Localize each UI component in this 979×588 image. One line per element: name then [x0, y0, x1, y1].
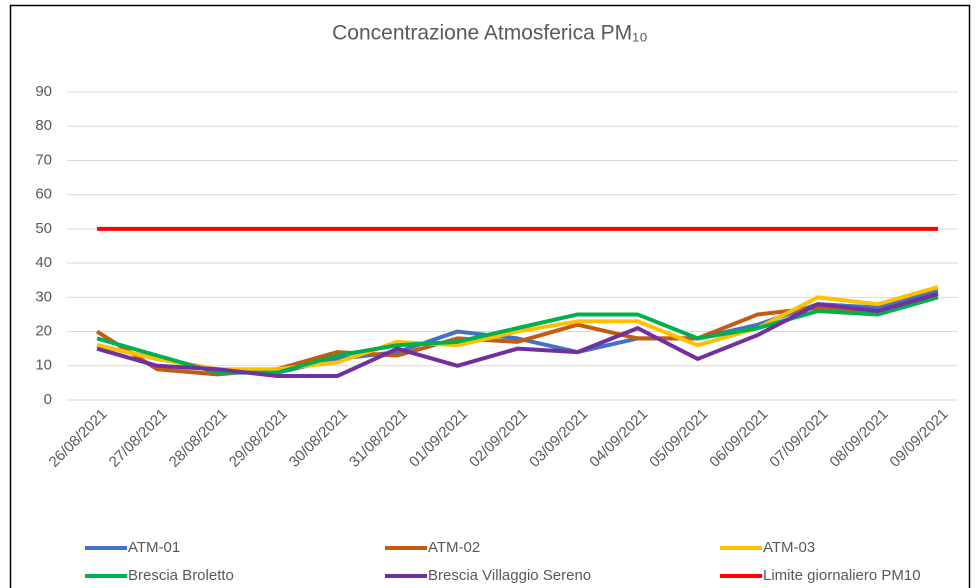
y-tick-label: 0 [44, 391, 52, 408]
y-tick-label: 30 [35, 288, 52, 305]
y-tick-label: 50 [35, 220, 52, 237]
legend-label: ATM-02 [428, 539, 480, 556]
y-tick-label: 70 [35, 151, 52, 168]
legend-label: Limite giornaliero PM10 [763, 567, 921, 584]
series-line [96, 285, 939, 372]
y-tick-label: 20 [35, 323, 52, 340]
legend-label: Brescia Villaggio Sereno [428, 567, 591, 584]
y-tick-label: 90 [35, 83, 52, 100]
y-tick-label: 40 [35, 254, 52, 271]
chart-border [9, 4, 971, 588]
legend-label: Brescia Broletto [128, 567, 234, 584]
y-tick-label: 80 [35, 117, 52, 134]
legend-label: ATM-03 [763, 539, 815, 556]
series-line [96, 291, 939, 379]
legend-label: ATM-01 [128, 539, 180, 556]
chart-title: Concentrazione Atmosferica PM₁₀ [332, 22, 648, 45]
y-tick-label: 10 [35, 357, 52, 374]
y-tick-label: 60 [35, 186, 52, 203]
